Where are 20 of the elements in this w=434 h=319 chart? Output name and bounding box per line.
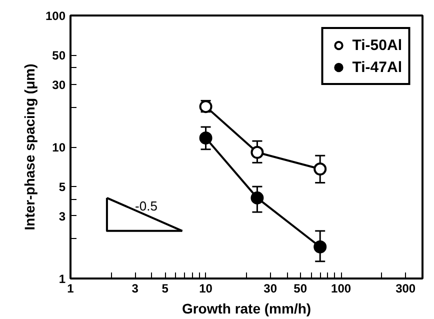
y-axis-title: Inter-phase spacing (μm) — [21, 64, 38, 230]
x-axis-title: Growth rate (mm/h) — [182, 300, 312, 316]
x-tick-label: 300 — [396, 282, 416, 296]
y-tick-label: 30 — [52, 78, 66, 92]
y-tick-label: 50 — [52, 48, 66, 63]
legend-label: Ti-47Al — [352, 58, 402, 76]
annotation: -0.5 — [135, 198, 158, 214]
x-tick-label: 3 — [132, 282, 139, 296]
y-tick-label: 5 — [58, 180, 66, 194]
x-tick-label: 100 — [331, 282, 352, 296]
x-tick-label: 5 — [162, 282, 169, 296]
legend-label: Ti-50Al — [352, 36, 402, 54]
y-tick-label: 3 — [58, 209, 66, 224]
x-tick-label: 10 — [199, 282, 213, 296]
x-tick-label: 1 — [67, 282, 74, 296]
x-tick-label: 30 — [264, 282, 278, 296]
y-tick-label: 1 — [58, 272, 66, 286]
x-tick-label: 50 — [294, 282, 308, 296]
y-tick-label: 10 — [52, 140, 66, 154]
y-tick-label: 100 — [45, 9, 66, 23]
